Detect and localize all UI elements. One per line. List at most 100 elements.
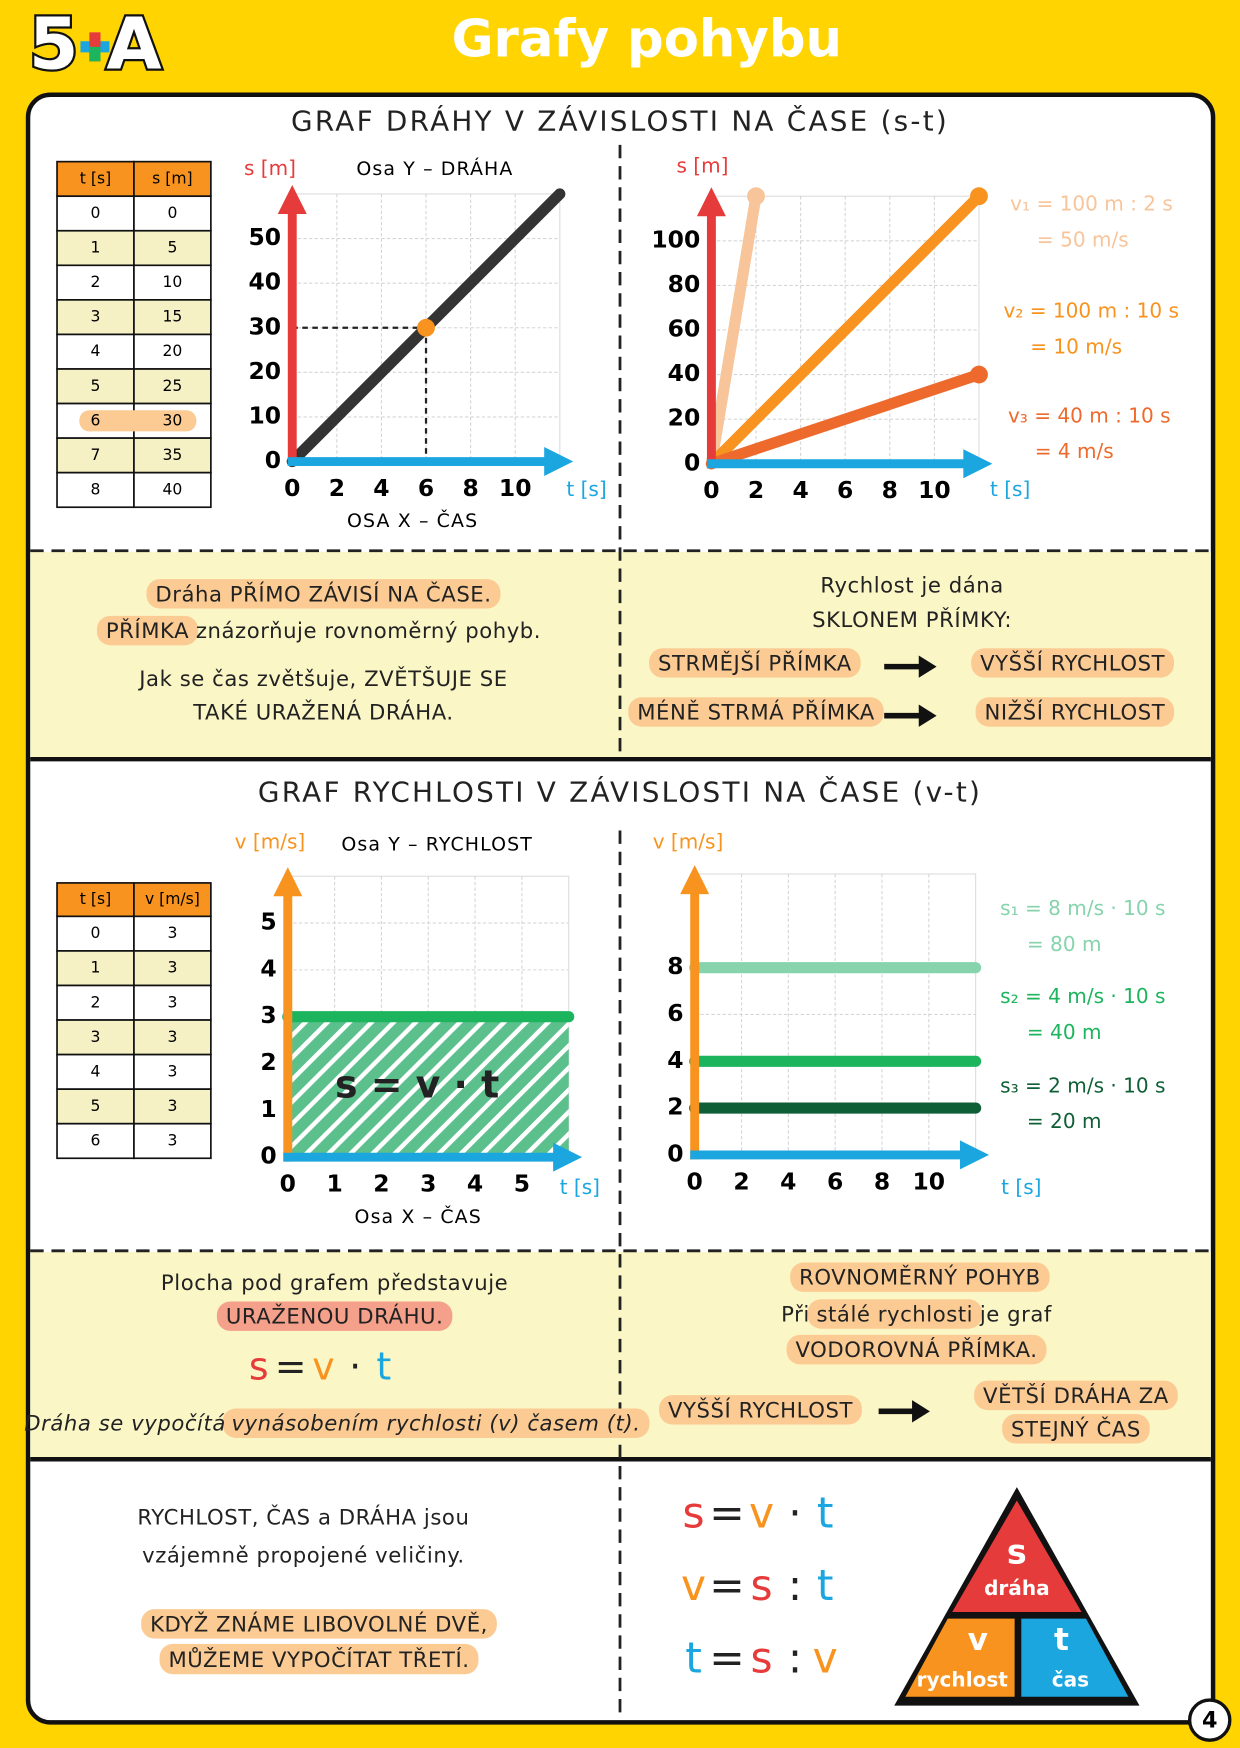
formula-token: s — [683, 1489, 705, 1538]
table-value: 20 — [162, 342, 182, 360]
logo-plus — [89, 46, 101, 62]
table-cell — [56, 1053, 135, 1090]
formula-token: t — [376, 1344, 391, 1388]
table-value: 0 — [91, 204, 101, 222]
table-value: 3 — [167, 1097, 177, 1115]
table-header-cell — [133, 882, 212, 918]
y-tick-label: 5 — [260, 908, 276, 936]
table-value: 25 — [162, 377, 182, 395]
point-marker — [417, 318, 435, 337]
table-value: 6 — [91, 1131, 101, 1149]
y-axis-title: Osa Y – DRÁHA — [356, 157, 513, 180]
table-cell — [133, 950, 212, 987]
table-value: 6 — [91, 411, 101, 429]
section-title: GRAF RYCHLOSTI V ZÁVISLOSTI NA ČASE (v-t… — [258, 775, 982, 809]
x-tick-label: 6 — [827, 1167, 843, 1195]
highlight — [786, 1334, 1047, 1365]
x-tick-label: 2 — [373, 1170, 389, 1198]
note: SKLONEM PŘÍMKY: — [812, 607, 1012, 632]
table-value: 2 — [91, 273, 101, 291]
x-tick-label: 2 — [733, 1167, 749, 1195]
note: znázorňuje rovnoměrný pohyb. — [196, 618, 541, 643]
triangle: s dráha v rychlost t čas — [894, 1487, 1140, 1706]
chart: v₁ = 100 m : 2 s = 50 m/s v₂ = 100 m : 10 … — [651, 154, 1179, 504]
y-tick-label: 50 — [249, 223, 282, 251]
note: NIŽŠÍ RYCHLOST — [984, 699, 1165, 724]
table-value: 8 — [91, 480, 101, 498]
table-cell — [133, 333, 212, 370]
y-tick-label: 8 — [667, 952, 683, 980]
triangle-word: čas — [1052, 1668, 1089, 1692]
note: Dráha se vypočítá vynásobením rychlosti (… — [24, 1411, 640, 1436]
note: MŮŽEME VYPOČÍTAT TŘETÍ. — [168, 1646, 469, 1672]
y-axis-label: s [m] — [244, 156, 296, 180]
formula-token: = — [709, 1489, 745, 1538]
x-tick-label: 10 — [913, 1167, 946, 1195]
highlight — [659, 1395, 862, 1425]
logo-plus — [89, 32, 101, 62]
y-axis-label: v [m/s] — [235, 829, 306, 853]
page-number: 4 — [1202, 1708, 1218, 1734]
formula-token: t — [817, 1489, 834, 1538]
table-header: t [s] — [80, 890, 111, 908]
table-value: 3 — [167, 993, 177, 1011]
note: Dráha PŘÍMO ZÁVISÍ NA ČASE. — [155, 581, 491, 606]
series-line — [705, 368, 985, 470]
table-header: t [s] — [80, 169, 111, 187]
y-tick-label: 100 — [651, 225, 700, 253]
x-tick-label: 10 — [499, 474, 532, 502]
annotation: s₃ = 2 m/s · 10 s — [1000, 1073, 1165, 1097]
annotation: s₂ = 4 m/s · 10 s — [1000, 984, 1165, 1008]
triangle-letter: v — [968, 1622, 988, 1658]
triangle-word: dráha — [984, 1576, 1050, 1600]
chart: s = v · t 0 1 2 3 4 5 0 1 2 3 4 5 v [m/s] t [s] Osa Y –… — [235, 829, 600, 1228]
x-axis-title: Osa X – ČAS — [355, 1204, 482, 1228]
formula-token: = — [709, 1561, 745, 1610]
table-value: 4 — [91, 1062, 101, 1080]
highlight — [649, 648, 861, 678]
y-tick-label: 60 — [668, 314, 701, 342]
note: RYCHLOST, ČAS a DRÁHA jsou — [137, 1504, 469, 1529]
note: PŘÍMKA — [106, 618, 189, 643]
table-value: 5 — [167, 239, 177, 257]
table-cell — [133, 264, 212, 301]
x-axis-label: t [s] — [566, 477, 606, 501]
formula: s = v · t — [249, 1344, 391, 1388]
table-header-cell — [56, 160, 135, 198]
formula-token: = — [275, 1344, 307, 1388]
y-tick-label: 20 — [668, 404, 701, 432]
highlight — [159, 1643, 479, 1675]
table-cell — [133, 1019, 212, 1056]
y-tick-label: 4 — [667, 1046, 683, 1074]
logo-right: A — [106, 3, 161, 86]
highlight — [807, 1299, 983, 1329]
x-tick-label: 4 — [792, 476, 808, 504]
y-tick-label: 80 — [668, 270, 701, 298]
x-axis-title: OSA X – ČAS — [347, 508, 478, 532]
table-value: 3 — [167, 1028, 177, 1046]
x-tick-label: 8 — [874, 1167, 890, 1195]
table-value: 4 — [91, 342, 101, 360]
triangle-letter: s — [1007, 1533, 1027, 1572]
table-value: 1 — [91, 239, 101, 257]
table-value: 3 — [167, 1131, 177, 1149]
note: vynásobením rychlosti (v) časem (t). — [231, 1411, 640, 1436]
note: VYŠŠÍ RYCHLOST — [980, 650, 1165, 675]
annotation: = 4 m/s — [1035, 439, 1114, 463]
series-line — [705, 190, 985, 470]
table-value: 3 — [167, 959, 177, 977]
formula-token: = — [709, 1634, 745, 1683]
y-tick-label: 2 — [667, 1093, 683, 1121]
x-tick-label: 2 — [748, 476, 764, 504]
y-tick-label: 40 — [668, 359, 701, 387]
y-tick-label: 40 — [249, 268, 282, 296]
table-cell — [56, 1088, 135, 1125]
table-cell — [133, 1088, 212, 1125]
note: stálé rychlosti — [816, 1301, 973, 1326]
formula-token: s — [751, 1561, 773, 1610]
table-value: 15 — [162, 308, 182, 326]
y-tick-label: 0 — [667, 1139, 683, 1167]
table-value: 3 — [167, 1062, 177, 1080]
y-axis-arrow — [277, 185, 307, 215]
series-line — [705, 190, 762, 470]
